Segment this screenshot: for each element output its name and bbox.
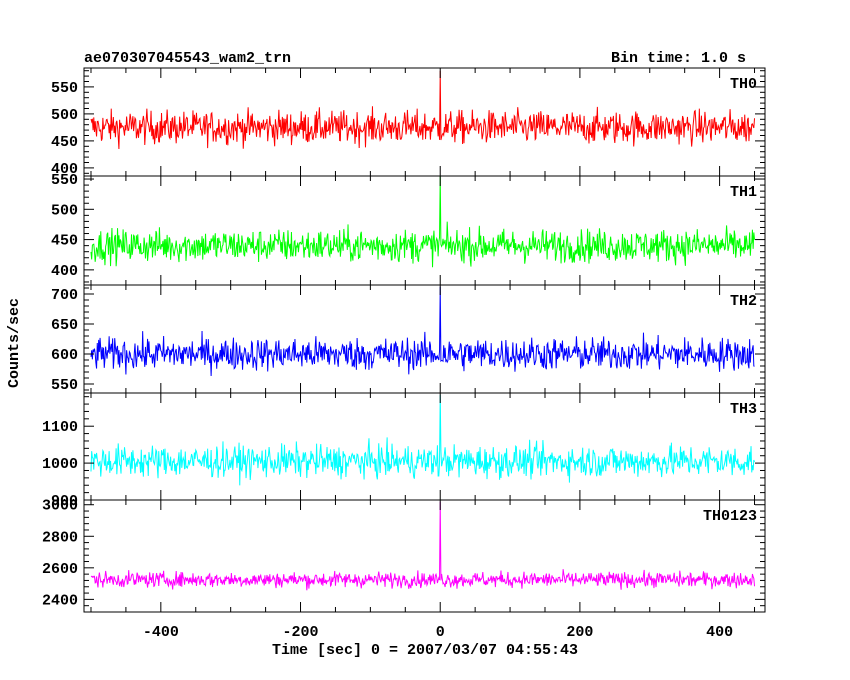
y-tick-label: 400 — [51, 263, 78, 280]
x-tick-label: 200 — [566, 624, 593, 641]
panel-frame-th1 — [83, 175, 766, 286]
panel-label-th2: TH2 — [730, 293, 757, 310]
y-tick-label: 450 — [51, 134, 78, 151]
x-axis-label: Time [sec] 0 = 2007/03/07 04:55:43 — [272, 642, 578, 659]
y-tick-label: 2800 — [42, 529, 78, 546]
y-tick-label: 1100 — [42, 419, 78, 436]
y-tick-label: 650 — [51, 317, 78, 334]
x-tick-label: 400 — [706, 624, 733, 641]
y-tick-label: 550 — [51, 80, 78, 97]
y-tick-label: 2400 — [42, 592, 78, 609]
y-tick-label: 450 — [51, 233, 78, 250]
panel-label-th3: TH3 — [730, 401, 757, 418]
series-th0123 — [90, 501, 756, 591]
series-th0 — [90, 70, 756, 150]
panel-label-th0: TH0 — [730, 76, 757, 93]
panel-label-th1: TH1 — [730, 184, 757, 201]
x-tick-label: 0 — [436, 624, 445, 641]
y-tick-label: 500 — [51, 202, 78, 219]
y-axis-label: Counts/sec — [6, 298, 23, 388]
x-tick-label: -400 — [143, 624, 179, 641]
y-tick-label: 900 — [51, 493, 78, 510]
chart-title: ae070307045543_wam2_trn — [84, 50, 291, 67]
plot-area: 400 450 500 550 TH0 400 450 500 550 TH1 550 600 650 7… — [42, 67, 766, 641]
y-tick-label: 550 — [51, 172, 78, 189]
panel-frame-th0123 — [83, 499, 766, 613]
y-tick-label: 550 — [51, 377, 78, 394]
y-tick-label: 3000 — [42, 498, 78, 515]
series-th1 — [90, 176, 756, 268]
y-tick-label: 400 — [51, 161, 78, 178]
y-tick-label: 700 — [51, 287, 78, 304]
y-tick-label: 500 — [51, 107, 78, 124]
series-th2 — [90, 286, 755, 377]
panel-label-th0123: TH0123 — [703, 508, 757, 525]
y-tick-label: 2600 — [42, 561, 78, 578]
series-th3 — [90, 394, 755, 486]
y-tick-label: 600 — [51, 347, 78, 364]
x-tick-label: -200 — [283, 624, 319, 641]
panel-frame-th3 — [83, 392, 766, 501]
bin-time-label: Bin time: 1.0 s — [611, 50, 746, 67]
y-tick-label: 1000 — [42, 456, 78, 473]
